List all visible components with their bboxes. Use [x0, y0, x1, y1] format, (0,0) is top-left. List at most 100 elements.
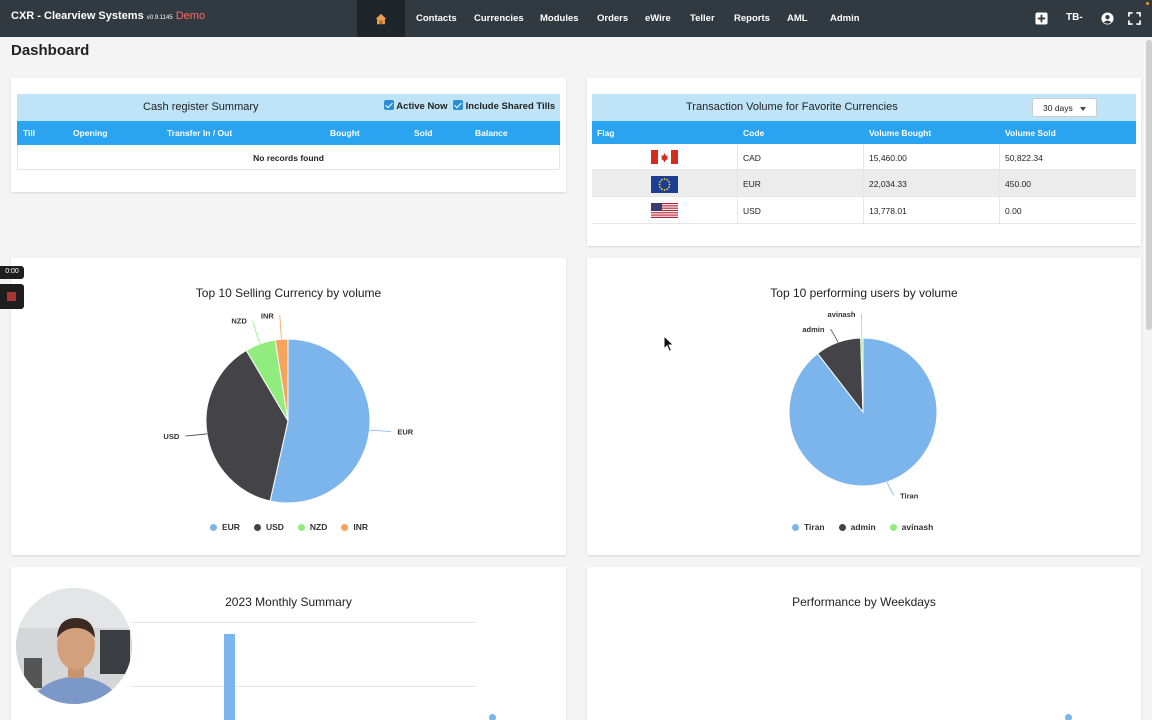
label-connector — [185, 433, 208, 437]
nav-aml[interactable]: AML — [787, 13, 808, 24]
currency-code: CAD — [743, 153, 761, 163]
weekday-performance-card: Performance by Weekdays — [587, 567, 1141, 720]
legend-label: avinash — [901, 522, 934, 532]
canada-flag-icon — [651, 150, 678, 164]
user-initials[interactable]: TB- — [1066, 12, 1083, 23]
nav-admin[interactable]: Admin — [830, 13, 860, 24]
column-divider — [737, 144, 738, 224]
legend-label: Tiran — [804, 522, 825, 532]
chart-legend: Tiran admin avinash — [792, 522, 933, 532]
chart-bar[interactable] — [224, 634, 235, 720]
user-account-icon[interactable] — [1101, 12, 1114, 25]
legend-item[interactable]: admin — [838, 522, 876, 532]
recorder-stop-button[interactable] — [0, 284, 24, 309]
include-shared-toggle[interactable]: Include Shared Tills — [453, 100, 555, 112]
chart-title: Top 10 Selling Currency by volume — [195, 286, 382, 300]
volume-bought: 13,778.01 — [869, 206, 907, 216]
legend-dot-icon — [341, 523, 349, 531]
nav-reports[interactable]: Reports — [734, 13, 770, 24]
legend-dot-icon — [1065, 714, 1072, 720]
table-row[interactable]: CAD 15,460.00 50,822.34 — [592, 144, 1136, 170]
mouse-cursor-icon — [663, 335, 675, 353]
legend-dot-icon — [792, 523, 799, 531]
volume-bought: 22,034.33 — [869, 179, 907, 189]
legend-label: admin — [850, 522, 876, 532]
legend-dot-icon — [489, 714, 496, 720]
legend-label: NZD — [309, 522, 328, 532]
label-connector — [279, 315, 282, 340]
nav-orders[interactable]: Orders — [597, 13, 629, 24]
empty-state: No records found — [17, 145, 560, 170]
fullscreen-icon[interactable] — [1128, 12, 1141, 25]
legend-item[interactable]: USD — [253, 522, 284, 532]
legend-item[interactable]: avinash — [889, 522, 934, 532]
col-code[interactable]: Code — [743, 128, 765, 138]
cash-register-header: Cash register Summary Active Now Include… — [17, 94, 560, 121]
legend-item[interactable]: NZD — [297, 522, 328, 532]
range-value: 30 days — [1043, 103, 1073, 113]
col-volume-sold[interactable]: Volume Sold — [1005, 128, 1056, 138]
cash-register-table-header: Till Opening Transfer In / Out Bought So… — [17, 121, 560, 145]
slice-label: INR — [261, 311, 275, 320]
slice-label: USD — [163, 432, 179, 441]
page-scrollbar[interactable] — [1146, 40, 1152, 330]
pie-slice[interactable] — [269, 338, 371, 504]
slice-label: avinash — [828, 310, 856, 319]
col-balance[interactable]: Balance — [475, 128, 508, 138]
transaction-volume-table-header: Flag Code Volume Bought Volume Sold — [592, 121, 1136, 144]
checkbox-checked-icon[interactable] — [384, 100, 394, 110]
top-navbar: CXR - Clearview Systems v0.9.1145 Demo C… — [0, 0, 1152, 37]
legend-item[interactable]: Tiran — [792, 522, 825, 532]
slice-label: EUR — [397, 428, 413, 437]
legend-dot-icon — [253, 523, 261, 531]
company-name: - Clearview Systems — [37, 10, 144, 22]
legend-label: EUR — [222, 522, 240, 532]
legend-item[interactable]: INR — [341, 522, 368, 532]
slice-label: admin — [802, 325, 825, 334]
transaction-volume-title: Transaction Volume for Favorite Currenci… — [686, 101, 898, 113]
range-dropdown[interactable]: 30 days — [1032, 98, 1097, 117]
chart-legend: EUR USD NZD INR — [210, 522, 368, 532]
gridline — [131, 622, 476, 623]
col-sold[interactable]: Sold — [414, 128, 433, 138]
table-row[interactable]: USD 13,778.01 0.00 — [592, 197, 1136, 224]
us-flag-icon — [651, 203, 678, 218]
nav-teller[interactable]: Teller — [690, 13, 715, 24]
label-connector — [369, 429, 392, 432]
nav-ewire[interactable]: eWire — [645, 13, 671, 24]
volume-sold: 50,822.34 — [1005, 153, 1043, 163]
nav-contacts[interactable]: Contacts — [416, 13, 457, 24]
pie-slice[interactable] — [205, 349, 289, 502]
column-divider — [999, 144, 1000, 224]
selling-currency-pie[interactable]: EUR USD NZD INR — [11, 298, 566, 518]
currency-code: EUR — [743, 179, 761, 189]
legend-dot-icon — [838, 523, 846, 531]
label-connector — [252, 320, 261, 345]
nav-currencies[interactable]: Currencies — [474, 13, 524, 24]
col-till[interactable]: Till — [23, 128, 36, 138]
legend-item[interactable]: EUR — [210, 522, 240, 532]
cash-register-card: Cash register Summary Active Now Include… — [11, 78, 566, 192]
volume-sold: 0.00 — [1005, 206, 1022, 216]
nav-modules[interactable]: Modules — [540, 13, 579, 24]
transaction-volume-table-body: CAD 15,460.00 50,822.34 EUR 22,034.33 45… — [592, 144, 1136, 224]
legend-label: INR — [353, 522, 369, 532]
col-transfer[interactable]: Transfer In / Out — [167, 128, 233, 138]
legend-dot-icon — [889, 523, 897, 531]
version-label: v0.9.1145 — [146, 15, 173, 21]
home-button[interactable] — [357, 0, 405, 37]
col-opening[interactable]: Opening — [73, 128, 108, 138]
add-icon[interactable] — [1035, 12, 1048, 25]
legend-dot-icon — [297, 523, 305, 531]
col-volume-bought[interactable]: Volume Bought — [869, 128, 932, 138]
slice-label: Tiran — [900, 491, 919, 500]
chart-title: 2023 Monthly Summary — [225, 595, 352, 609]
checkbox-checked-icon[interactable] — [453, 100, 463, 110]
active-now-toggle[interactable]: Active Now — [384, 100, 448, 112]
app-brand[interactable]: CXR - Clearview Systems v0.9.1145 Demo — [11, 10, 205, 22]
col-flag[interactable]: Flag — [597, 128, 615, 138]
cash-register-title: Cash register Summary — [143, 101, 259, 113]
table-row[interactable]: EUR 22,034.33 450.00 — [592, 170, 1136, 197]
col-bought[interactable]: Bought — [330, 128, 360, 138]
